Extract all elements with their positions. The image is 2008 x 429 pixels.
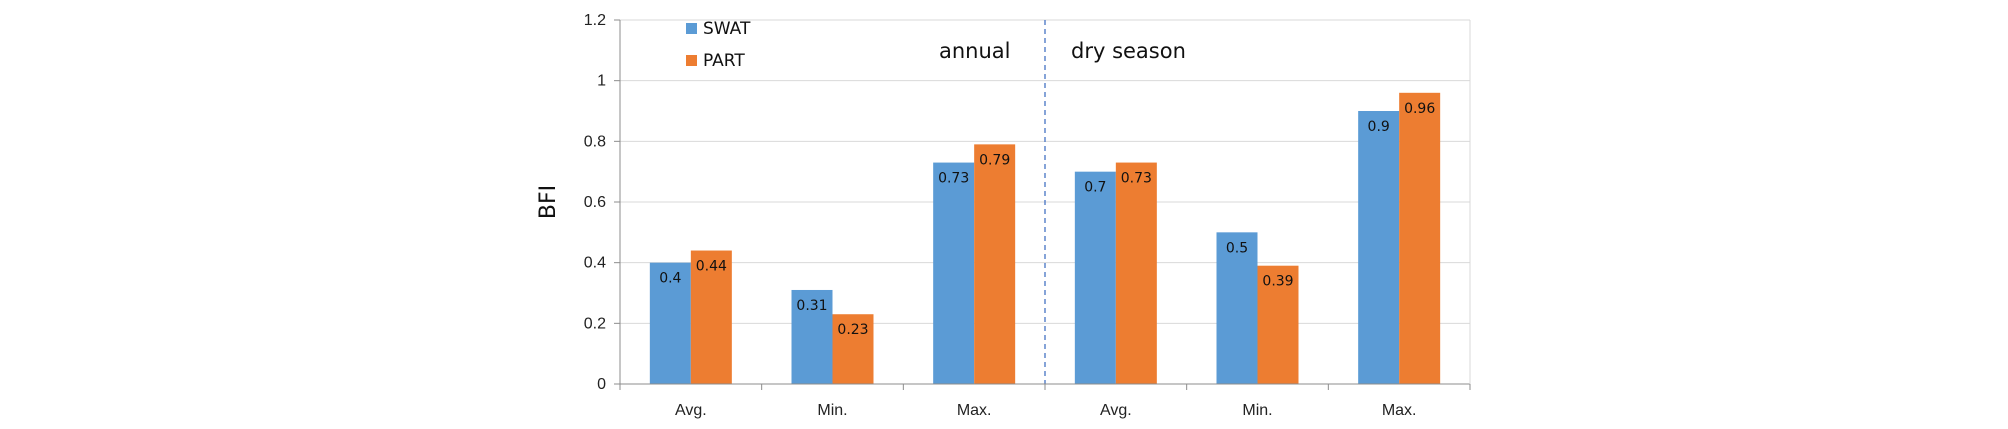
y-tick-label: 1.2 (584, 12, 606, 29)
data-label: 0.79 (979, 152, 1010, 168)
data-label: 0.73 (938, 171, 969, 187)
data-label: 0.7 (1084, 180, 1106, 196)
bar-part (1399, 92, 1441, 385)
x-tick-label: Min. (1242, 402, 1272, 419)
data-label: 0.44 (696, 259, 727, 275)
data-label: 0.5 (1226, 240, 1248, 256)
x-tick-labels: Avg. Min. Max. Avg. Min. Max. (675, 402, 1417, 419)
y-tick-label: 0 (597, 376, 606, 393)
axes (614, 19, 1471, 390)
bar-swat (933, 162, 975, 384)
y-tick-label: 0.6 (584, 194, 606, 211)
x-tick-label: Avg. (1100, 402, 1132, 419)
y-axis-title: BFI (536, 185, 561, 219)
bars (649, 92, 1441, 385)
data-label: 0.4 (659, 271, 681, 287)
legend-label-swat: SWAT (703, 19, 751, 39)
x-tick-label: Avg. (675, 402, 707, 419)
bar-part (690, 250, 732, 384)
data-labels: 0.4 0.31 0.73 0.7 0.5 0.9 0.44 0.23 0.79 0.73 0.39… (659, 101, 1435, 338)
annotation-label: annual (939, 39, 1011, 63)
annotations: annual dry season (939, 39, 1186, 63)
data-label: 0.23 (837, 322, 868, 338)
data-label: 0.31 (796, 298, 827, 314)
y-tick-label: 0.2 (584, 315, 606, 332)
annotation-label: dry season (1071, 39, 1186, 63)
bar-swat (1216, 232, 1258, 384)
y-tick-label: 0.8 (584, 133, 606, 150)
data-label: 0.9 (1368, 119, 1390, 135)
data-label: 0.39 (1262, 274, 1293, 290)
legend: SWAT PART (686, 19, 751, 71)
x-tick-label: Max. (1382, 402, 1417, 419)
legend-swatch-part (686, 55, 697, 66)
data-label: 0.73 (1121, 171, 1152, 187)
bar-part (1257, 265, 1299, 384)
bar-part (1115, 162, 1157, 384)
y-tick-label: 0.4 (584, 255, 606, 272)
bar-swat (649, 262, 691, 384)
y-tick-labels: 0 0.2 0.4 0.6 0.8 1 1.2 (584, 12, 606, 393)
data-label: 0.96 (1404, 101, 1435, 117)
x-tick-label: Max. (957, 402, 992, 419)
legend-label-part: PART (703, 51, 745, 71)
bar-swat (791, 289, 833, 384)
y-tick-label: 1 (597, 73, 606, 90)
bar-part (832, 314, 874, 384)
legend-swatch-swat (686, 23, 697, 34)
bar-swat (1074, 171, 1116, 384)
bar-swat (1358, 111, 1400, 384)
x-tick-label: Min. (817, 402, 847, 419)
bar-part (974, 144, 1016, 384)
